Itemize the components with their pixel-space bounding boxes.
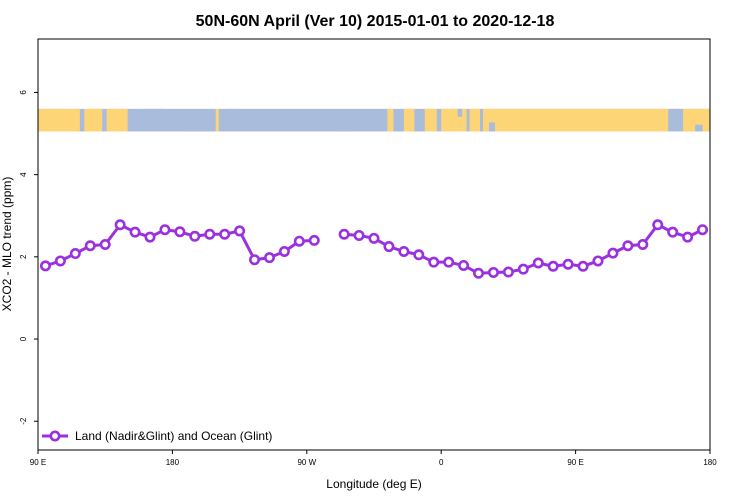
y-tick-label: 6 [19, 90, 28, 95]
data-point [592, 255, 604, 267]
x-tick-label: 90 W [297, 458, 316, 467]
data-point [622, 240, 634, 252]
data-point [487, 266, 499, 278]
data-point [84, 240, 96, 252]
data-point [249, 254, 261, 266]
data-point [443, 256, 455, 268]
data-point [219, 228, 231, 240]
legend: Land (Nadir&Glint) and Ocean (Glint) [42, 429, 272, 443]
data-point [144, 231, 156, 243]
y-tick-label: -2 [19, 417, 28, 425]
x-tick-label: 180 [166, 458, 180, 467]
data-point [607, 247, 619, 259]
data-point [293, 235, 305, 247]
data-point [547, 260, 559, 272]
data-point [234, 225, 246, 237]
data-point [204, 228, 216, 240]
coast-detail [397, 120, 403, 132]
data-point [338, 228, 350, 240]
data-point [532, 257, 544, 269]
data-point [278, 245, 290, 257]
coast-detail [187, 121, 203, 132]
y-tick-label: 4 [19, 172, 28, 177]
data-point [54, 255, 66, 267]
chart-title: 50N-60N April (Ver 10) 2015-01-01 to 202… [196, 13, 555, 30]
data-point [174, 226, 186, 238]
coast-detail [342, 122, 352, 132]
land-region [106, 108, 128, 132]
data-point [159, 224, 171, 236]
land-region [469, 108, 481, 132]
data-point [517, 263, 529, 275]
land-region [683, 108, 710, 132]
x-tick-label: 90 E [567, 458, 583, 467]
y-axis-label: XCO2 - MLO trend (ppm) [0, 177, 14, 312]
land-region [424, 108, 437, 132]
data-point [353, 229, 365, 241]
land-region [84, 108, 103, 132]
x-tick-label: 0 [439, 458, 444, 467]
data-point [129, 226, 141, 238]
coast-detail [488, 122, 495, 132]
data-point [308, 234, 320, 246]
y-tick-label: 2 [19, 254, 28, 259]
x-tick-label: 180 [703, 458, 717, 467]
data-point [682, 231, 694, 243]
data-point [413, 249, 425, 261]
data-point [667, 226, 679, 238]
data-point [114, 219, 126, 231]
land-region [483, 108, 669, 132]
data-point [398, 245, 410, 257]
data-point [473, 267, 485, 279]
data-point [577, 260, 589, 272]
series-layer [39, 219, 709, 279]
data-point [697, 224, 709, 236]
x-tick-label: 90 E [30, 458, 46, 467]
map-strip [38, 108, 710, 132]
data-point [652, 219, 664, 231]
legend-label: Land (Nadir&Glint) and Ocean (Glint) [75, 429, 272, 443]
data-point [69, 248, 81, 260]
data-point [383, 241, 395, 253]
axis-ticks: 90 E 180 90 W 0 90 E 180 -2 0 2 4 6 [19, 90, 717, 467]
plot-frame [37, 38, 711, 451]
land-region [215, 108, 219, 132]
data-point [502, 266, 514, 278]
data-point [99, 239, 111, 251]
land-region [403, 108, 415, 132]
data-point [263, 252, 275, 264]
land-region [441, 108, 467, 132]
coast-detail [671, 108, 682, 125]
data-point [39, 260, 51, 272]
data-point [458, 259, 470, 271]
data-point [368, 232, 380, 244]
data-point [428, 256, 440, 268]
x-axis-label: Longitude (deg E) [326, 477, 421, 491]
data-point [637, 239, 649, 251]
land-region [38, 108, 80, 132]
land-region [387, 108, 394, 132]
data-point [189, 230, 201, 242]
y-tick-label: 0 [19, 336, 28, 341]
coast-detail [226, 108, 239, 121]
data-point [562, 258, 574, 270]
legend-marker [49, 430, 61, 442]
coast-detail [142, 108, 165, 120]
coast-detail [695, 124, 703, 132]
coast-detail [457, 108, 463, 117]
